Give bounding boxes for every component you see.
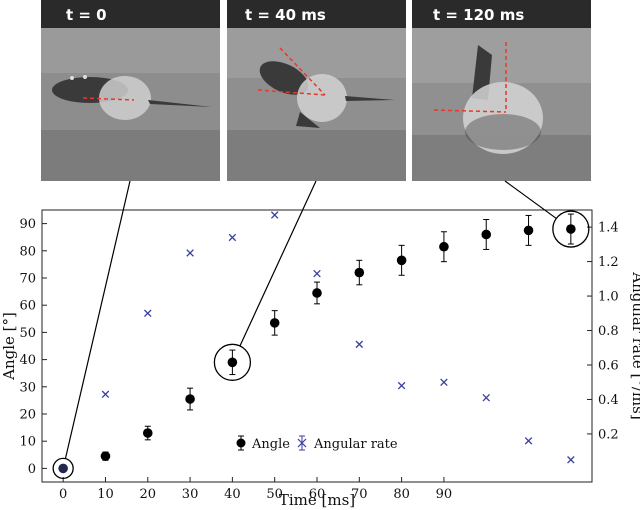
- y-left-tick-label: 10: [19, 435, 36, 450]
- angular-rate-point: [101, 390, 110, 399]
- angle-point: [58, 463, 68, 474]
- legend-marker-angle: [236, 435, 246, 451]
- x-tick-label: 60: [309, 487, 326, 502]
- x-tick-label: 0: [59, 487, 67, 502]
- x-tick-label: 30: [182, 487, 199, 502]
- callout-circle: [213, 343, 252, 381]
- angular-rate-point: [228, 233, 237, 242]
- angle-point: [312, 288, 322, 298]
- y-right-tick-label: 0.6: [598, 358, 619, 373]
- fish-icon: [463, 45, 543, 154]
- angle-point: [523, 225, 534, 236]
- fish-icon: [259, 61, 395, 128]
- photo-panel-1: t = 0: [41, 0, 220, 181]
- y-left-tick-label: 80: [19, 244, 36, 259]
- angle-point: [185, 394, 195, 404]
- angle-point: [100, 451, 111, 461]
- y-axis-right-title: Angular rate [°/ms]: [629, 271, 640, 419]
- callout-line: [504, 180, 557, 219]
- panel-label-t40: t = 40 ms: [245, 6, 326, 24]
- angle-point: [566, 224, 576, 234]
- angular-rate-point: [186, 249, 194, 257]
- fish-icon: [52, 75, 212, 120]
- angle-point: [142, 428, 153, 438]
- y-right-tick-label: 1.2: [598, 255, 619, 270]
- legend-label-angle: Angle: [251, 437, 290, 452]
- y-axis-left-title: Angle [°]: [0, 312, 18, 381]
- angle-point: [354, 267, 365, 278]
- legend: Angle Angular rate: [236, 435, 398, 452]
- angular-rate-point: [567, 456, 575, 464]
- angle-point: [439, 241, 449, 252]
- y-right-tick-label: 1.4: [598, 221, 619, 236]
- angle-point: [396, 255, 407, 266]
- y-left-tick-label: 30: [19, 380, 36, 395]
- x-tick-label: 80: [393, 487, 410, 502]
- angle-point: [227, 357, 238, 368]
- x-tick-label: 40: [224, 487, 241, 502]
- angular-rate-point: [440, 378, 448, 386]
- angular-rate-point: [355, 340, 364, 349]
- x-tick-label: 50: [266, 487, 283, 502]
- callout-line: [239, 180, 317, 347]
- angular-rate-point: [313, 269, 321, 278]
- callout-circle: [552, 210, 590, 248]
- callout-circle: [52, 457, 74, 480]
- angular-rate-point: [482, 393, 490, 402]
- angular-rate-point: [524, 437, 533, 445]
- x-tick-label: 10: [97, 487, 114, 502]
- photo-panel-2: t = 40 ms: [227, 0, 406, 181]
- x-tick-label: 20: [139, 487, 156, 502]
- angular-rate-point: [144, 309, 152, 318]
- callout-line: [64, 180, 131, 459]
- y-right-tick-label: 0.2: [598, 427, 619, 442]
- panel-label-t120: t = 120 ms: [433, 6, 524, 24]
- angle-point: [269, 318, 280, 328]
- y-right-tick-label: 1.0: [598, 290, 619, 305]
- panel-label-t0: t = 0: [66, 6, 107, 24]
- x-tick-label: 90: [436, 487, 453, 502]
- x-tick-label: 70: [351, 487, 368, 502]
- angular-rate-point: [397, 381, 406, 390]
- x-axis-title: Time [ms]: [279, 491, 355, 509]
- y-left-tick-label: 90: [19, 217, 36, 232]
- angular-rate-point: [270, 211, 279, 219]
- y-left-tick-label: 50: [19, 326, 36, 341]
- legend-label-rate: Angular rate: [313, 437, 398, 452]
- y-left-tick-label: 0: [28, 462, 36, 477]
- y-left-tick-label: 70: [19, 272, 36, 287]
- photo-panel-3: t = 120 ms: [412, 0, 591, 181]
- angle-point: [481, 229, 492, 240]
- legend-marker-rate: [297, 435, 307, 451]
- y-right-tick-label: 0.8: [598, 324, 619, 339]
- y-left-tick-label: 20: [19, 408, 36, 423]
- y-left-tick-label: 60: [19, 299, 36, 314]
- y-right-tick-label: 0.4: [598, 393, 619, 408]
- y-left-tick-label: 40: [19, 353, 36, 368]
